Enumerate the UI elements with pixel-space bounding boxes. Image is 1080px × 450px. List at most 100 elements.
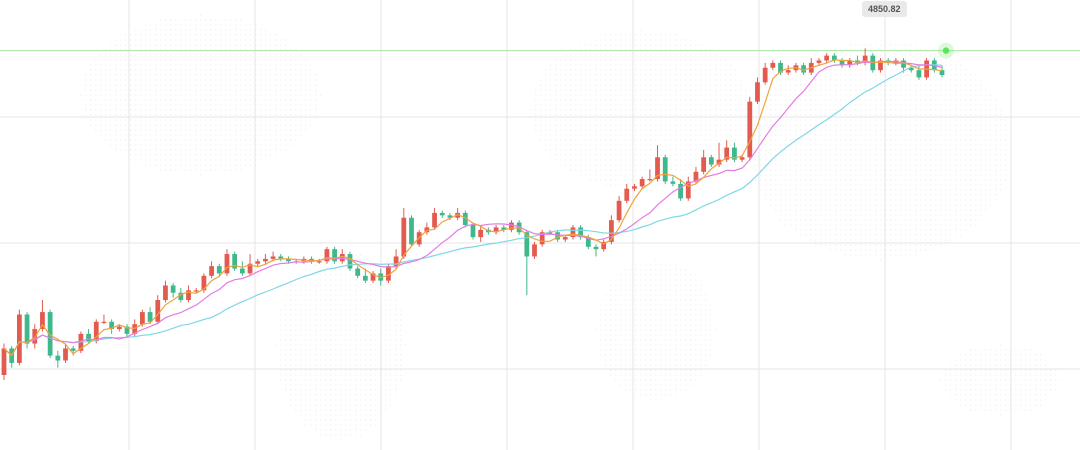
candle-body xyxy=(701,157,707,172)
candle xyxy=(193,287,199,293)
candle-body xyxy=(601,241,607,250)
candle xyxy=(662,154,668,184)
candle xyxy=(355,266,361,279)
candle xyxy=(1,343,7,380)
candle-body xyxy=(670,181,676,184)
candle-body xyxy=(47,312,53,356)
candle xyxy=(509,220,514,233)
candle xyxy=(362,268,368,284)
candle xyxy=(447,212,453,221)
candle xyxy=(762,62,768,85)
candle-body xyxy=(339,254,345,262)
candle-body xyxy=(232,254,238,269)
candle xyxy=(732,142,737,163)
candle xyxy=(109,319,115,334)
current-price-label: 4850.82 xyxy=(862,1,907,17)
candle xyxy=(670,176,676,187)
candle-body xyxy=(562,237,568,240)
candle-body xyxy=(147,312,153,322)
candle-body xyxy=(685,181,691,199)
candle-body xyxy=(755,82,760,102)
candle xyxy=(493,225,499,235)
candle-body xyxy=(593,246,599,250)
candle xyxy=(539,229,545,247)
candle-body xyxy=(747,101,753,158)
candle xyxy=(632,183,637,192)
candle-body xyxy=(1,348,7,375)
candle xyxy=(916,65,922,80)
candle-body xyxy=(316,261,322,263)
ma-long-line xyxy=(3,64,943,357)
candle-body xyxy=(155,300,161,322)
ma-medium-line xyxy=(3,60,943,357)
candle xyxy=(24,312,30,349)
candle xyxy=(831,53,837,63)
candle xyxy=(324,246,330,264)
candle-body xyxy=(24,314,30,344)
candle xyxy=(747,96,753,160)
candle xyxy=(186,285,191,303)
candle-body xyxy=(762,67,768,83)
candle xyxy=(501,225,507,233)
candle-body xyxy=(170,285,176,293)
candle-body xyxy=(532,244,537,257)
candle-body xyxy=(632,186,637,189)
candle xyxy=(47,309,53,359)
candle xyxy=(16,309,22,366)
candle-body xyxy=(732,147,737,160)
candle-body xyxy=(470,225,476,238)
candle xyxy=(155,295,161,325)
candle xyxy=(370,270,376,284)
candle xyxy=(532,241,537,259)
candles xyxy=(1,48,945,380)
candle-body xyxy=(908,67,914,71)
candle xyxy=(101,314,107,325)
candle-body xyxy=(785,70,791,73)
candle xyxy=(124,324,130,337)
candle-body xyxy=(493,227,499,233)
candle xyxy=(578,225,584,240)
candle-body xyxy=(901,60,906,68)
candle-body xyxy=(263,258,268,262)
candle-body xyxy=(847,60,853,66)
candle xyxy=(824,53,830,63)
candle-body xyxy=(247,263,253,274)
candle-body xyxy=(462,212,468,225)
candle xyxy=(724,140,730,163)
candle-body xyxy=(524,232,530,257)
candle xyxy=(678,179,683,201)
candle xyxy=(239,261,245,276)
candle xyxy=(770,60,776,71)
candle-body xyxy=(609,220,614,242)
candle-body xyxy=(201,275,207,291)
candle-body xyxy=(140,312,145,325)
candle xyxy=(847,58,853,68)
candle-body xyxy=(439,212,445,216)
candle-body xyxy=(286,258,291,262)
candle-body xyxy=(393,256,399,267)
candle xyxy=(309,256,314,264)
candle-body xyxy=(116,326,122,330)
candle-body xyxy=(362,275,368,281)
candle xyxy=(478,225,484,242)
candle xyxy=(685,176,691,201)
candle xyxy=(9,345,15,368)
candle-body xyxy=(224,254,230,274)
candle xyxy=(839,58,845,68)
candle xyxy=(40,300,45,332)
candle xyxy=(570,225,576,240)
candle-body xyxy=(555,232,560,240)
candle xyxy=(424,222,430,235)
candle-body xyxy=(409,217,414,245)
candle xyxy=(278,254,284,262)
candle-body xyxy=(862,55,868,63)
world-map-watermark xyxy=(80,14,1062,441)
candle xyxy=(624,183,630,204)
candle-body xyxy=(639,179,645,187)
candle-body xyxy=(839,60,845,66)
candle-body xyxy=(270,256,276,259)
candle-body xyxy=(570,227,576,238)
candle-body xyxy=(655,157,660,180)
